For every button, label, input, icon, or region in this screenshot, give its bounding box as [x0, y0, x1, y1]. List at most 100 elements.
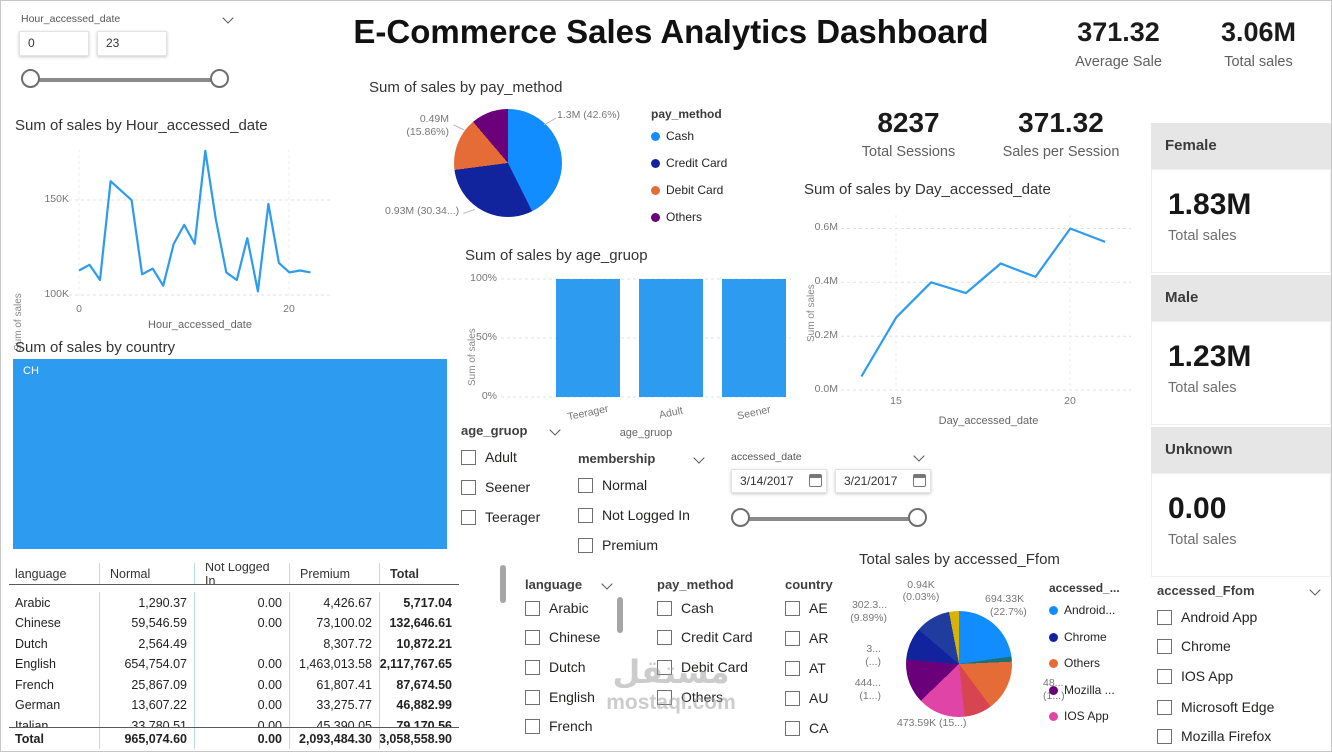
- slicer-option[interactable]: AT: [785, 660, 826, 676]
- legend-item[interactable]: Android...: [1049, 603, 1115, 617]
- chevron-down-icon[interactable]: [601, 578, 613, 590]
- membership-slicer-title: membership: [578, 451, 656, 466]
- legend-item[interactable]: Chrome: [1049, 630, 1107, 644]
- legend-item[interactable]: Debit Card: [651, 183, 723, 197]
- slicer-scrollbar[interactable]: [617, 597, 623, 633]
- kpi-value: 8237: [877, 107, 940, 138]
- hour-line-chart[interactable]: Sum of sales by Hour_accessed_date Sum o…: [9, 113, 357, 351]
- legend-item[interactable]: Others: [651, 210, 702, 224]
- slider-handle-max[interactable]: [210, 69, 229, 88]
- calendar-icon[interactable]: [809, 474, 822, 487]
- chevron-down-icon[interactable]: [1309, 584, 1321, 596]
- slider-track[interactable]: [29, 78, 221, 82]
- column-header[interactable]: Not Logged In: [194, 563, 289, 584]
- slider-handle-max[interactable]: [908, 508, 927, 527]
- slicer-option[interactable]: AU: [785, 690, 828, 706]
- gender-card-body: 0.00 Total sales: [1151, 473, 1331, 577]
- column-header[interactable]: Premium: [289, 563, 379, 584]
- table-row[interactable]: Dutch 2,564.49 8,307.72 10,872.21: [9, 633, 459, 654]
- table-scrollbar[interactable]: [500, 565, 506, 603]
- slicer-option[interactable]: Arabic: [525, 600, 589, 616]
- slicer-option[interactable]: Android App: [1157, 609, 1257, 625]
- cell-premium: 1,463,013.58: [289, 653, 379, 675]
- cell-normal: 1,290.37: [99, 592, 194, 613]
- slider-handle-min[interactable]: [21, 69, 40, 88]
- table-row[interactable]: Chinese 59,546.59 0.00 73,100.02 132,646…: [9, 612, 459, 634]
- slicer-option[interactable]: Microsoft Edge: [1157, 699, 1274, 715]
- kpi-label: Total sales: [1224, 54, 1293, 70]
- cell-language: Arabic: [15, 595, 51, 610]
- legend-item[interactable]: Credit Card: [651, 156, 727, 170]
- legend-item[interactable]: IOS App: [1049, 709, 1109, 723]
- gender-card-body: 1.83M Total sales: [1151, 169, 1331, 273]
- slicer-option[interactable]: CA: [785, 720, 828, 736]
- slicer-option[interactable]: AE: [785, 600, 828, 616]
- slicer-option[interactable]: Normal: [578, 477, 647, 493]
- table-row[interactable]: French 25,867.09 0.00 61,807.41 87,674.5…: [9, 674, 459, 695]
- slicer-option[interactable]: Not Logged In: [578, 507, 690, 523]
- chevron-down-icon[interactable]: [693, 452, 705, 464]
- slicer-option[interactable]: Others: [657, 689, 723, 705]
- slider-track[interactable]: [741, 517, 917, 521]
- table-row[interactable]: Arabic 1,290.37 0.00 4,426.67 5,717.04: [9, 592, 459, 613]
- card-label: Total sales: [1168, 228, 1237, 244]
- column-header[interactable]: language: [15, 566, 67, 581]
- hour-line-path[interactable]: [78, 149, 311, 293]
- legend-dot: [651, 158, 660, 168]
- day-line-chart[interactable]: Sum of sales by Day_accessed_date Sum of…: [796, 177, 1144, 433]
- slicer-option[interactable]: Dutch: [525, 659, 586, 675]
- cell-premium: 73,100.02: [289, 612, 379, 634]
- age-bar[interactable]: [639, 279, 703, 397]
- chevron-down-icon[interactable]: [913, 450, 925, 462]
- pie-label-debit-1: 0.49M: [419, 113, 449, 125]
- ffom-pie[interactable]: [906, 611, 1012, 717]
- slider-handle-min[interactable]: [731, 508, 750, 527]
- checkbox-icon: [525, 718, 540, 734]
- chevron-down-icon[interactable]: [222, 12, 234, 24]
- legend-label: Others: [1064, 656, 1101, 670]
- hour-from-input[interactable]: 0: [19, 31, 89, 56]
- cell-total: 46,882.99: [379, 694, 459, 716]
- slicer-option[interactable]: IOS App: [1157, 668, 1233, 684]
- slicer-option[interactable]: Premium: [578, 537, 658, 553]
- slicer-option[interactable]: Adult: [461, 449, 517, 465]
- hour-to-input[interactable]: 23: [97, 31, 167, 56]
- age-bar[interactable]: [556, 279, 620, 397]
- pay-method-pie[interactable]: [454, 109, 562, 217]
- legend-item[interactable]: Others: [1049, 656, 1100, 670]
- table-header-row[interactable]: language Normal Not Logged In Premium To…: [9, 563, 459, 585]
- legend-item[interactable]: Mozilla ...: [1049, 683, 1115, 697]
- table-row[interactable]: English 654,754.07 0.00 1,463,013.58 2,1…: [9, 653, 459, 675]
- pie-label: 694.33K: [985, 593, 1025, 605]
- column-header[interactable]: Total: [379, 563, 459, 584]
- pie-label: 48...: [1043, 677, 1064, 689]
- slicer-option[interactable]: English: [525, 689, 595, 705]
- gender-card-header: Unknown: [1151, 427, 1331, 473]
- checkbox-icon: [1157, 668, 1172, 684]
- column-header[interactable]: Normal: [99, 563, 194, 584]
- age-bar[interactable]: [722, 279, 786, 397]
- slicer-option[interactable]: Teerager: [461, 509, 540, 525]
- map-region-label: CH: [23, 365, 39, 377]
- slicer-option[interactable]: Chinese: [525, 629, 600, 645]
- calendar-icon[interactable]: [913, 474, 926, 487]
- pie-label: (...): [865, 656, 881, 668]
- date-from-input[interactable]: 3/14/2017: [731, 469, 827, 493]
- slicer-option[interactable]: Chrome: [1157, 638, 1231, 654]
- slicer-option[interactable]: AR: [785, 630, 828, 646]
- date-to-input[interactable]: 3/21/2017: [835, 469, 931, 493]
- country-map-fill[interactable]: CH: [13, 359, 447, 549]
- legend-item[interactable]: Cash: [651, 129, 694, 143]
- slicer-option[interactable]: Mozilla Firefox: [1157, 728, 1271, 744]
- chevron-down-icon[interactable]: [549, 424, 561, 436]
- day-line-path[interactable]: [860, 227, 1106, 378]
- slicer-option[interactable]: French: [525, 718, 593, 734]
- gender-card-header: Male: [1151, 275, 1331, 321]
- slicer-option[interactable]: Seener: [461, 479, 530, 495]
- slicer-option[interactable]: Credit Card: [657, 629, 753, 645]
- checkbox-icon: [1157, 728, 1172, 744]
- table-row[interactable]: German 13,607.22 0.00 33,275.77 46,882.9…: [9, 694, 459, 716]
- slicer-option[interactable]: Cash: [657, 600, 714, 616]
- legend-label: Cash: [666, 129, 695, 143]
- slicer-option[interactable]: Debit Card: [657, 659, 748, 675]
